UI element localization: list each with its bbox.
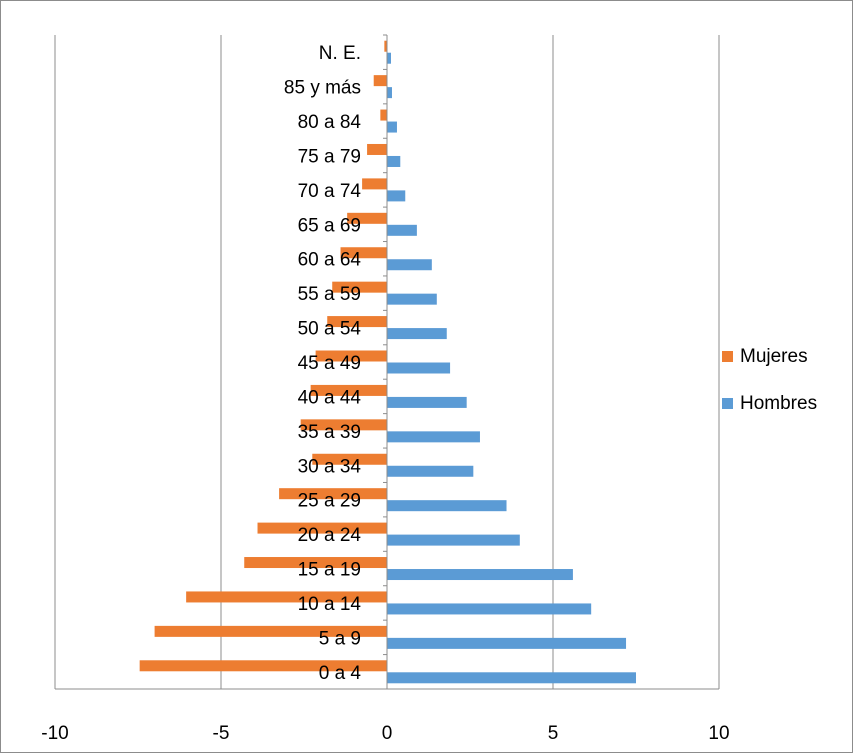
category-label: N. E. xyxy=(319,43,361,64)
category-label: 40 a 44 xyxy=(298,387,362,408)
category-label: 35 a 39 xyxy=(298,422,361,443)
bar-mujeres xyxy=(380,109,387,121)
category-label: 80 a 84 xyxy=(298,112,362,133)
bar-mujeres xyxy=(186,591,387,603)
bar-mujeres xyxy=(367,143,387,155)
legend-swatch xyxy=(722,351,733,362)
bar-hombres xyxy=(387,362,451,374)
bar-mujeres xyxy=(327,316,387,328)
legend-swatch xyxy=(722,398,733,409)
category-label: 70 a 74 xyxy=(298,181,362,202)
category-label: 15 a 19 xyxy=(298,560,361,581)
category-label: 60 a 64 xyxy=(298,250,362,271)
x-tick-label: -10 xyxy=(41,723,68,744)
bar-hombres xyxy=(387,431,480,443)
legend-label: Hombres xyxy=(740,393,817,414)
bar-mujeres xyxy=(154,625,387,637)
x-tick-label: 5 xyxy=(548,723,559,744)
bar-hombres xyxy=(387,328,447,340)
bar-mujeres xyxy=(340,247,387,259)
bar-hombres xyxy=(387,637,627,649)
bar-mujeres xyxy=(362,178,387,190)
bar-mujeres xyxy=(384,40,387,52)
bar-hombres xyxy=(387,534,520,546)
category-label: 30 a 34 xyxy=(298,456,362,477)
bar-hombres xyxy=(387,190,406,202)
bar-hombres xyxy=(387,259,432,271)
bar-mujeres xyxy=(373,75,387,87)
category-label: 75 a 79 xyxy=(298,146,361,167)
bar-hombres xyxy=(387,672,636,684)
category-label: 65 a 69 xyxy=(298,215,361,236)
bar-mujeres xyxy=(300,419,387,431)
legend-label: Mujeres xyxy=(740,346,808,367)
x-tick-label: -5 xyxy=(213,723,230,744)
bar-mujeres xyxy=(310,384,387,396)
x-tick-label: 0 xyxy=(382,723,393,744)
bar-hombres xyxy=(387,396,467,408)
bar-hombres xyxy=(387,603,592,615)
bar-hombres xyxy=(387,500,507,512)
bar-hombres xyxy=(387,293,437,305)
bar-mujeres xyxy=(257,522,387,534)
bar-hombres xyxy=(387,52,391,64)
category-label: 20 a 24 xyxy=(298,525,362,546)
category-label: 25 a 29 xyxy=(298,491,361,512)
bar-mujeres xyxy=(139,660,387,672)
bar-hombres xyxy=(387,121,397,133)
category-label: 50 a 54 xyxy=(298,319,362,340)
bar-mujeres xyxy=(332,281,387,293)
bar-hombres xyxy=(387,155,401,167)
category-label: 55 a 59 xyxy=(298,284,361,305)
bar-hombres xyxy=(387,87,392,99)
category-label: 85 y más xyxy=(284,78,361,99)
bar-hombres xyxy=(387,569,573,581)
bar-mujeres xyxy=(315,350,387,362)
bar-mujeres xyxy=(279,488,387,500)
category-label: 45 a 49 xyxy=(298,353,361,374)
bar-mujeres xyxy=(347,212,387,224)
bar-hombres xyxy=(387,465,474,477)
x-tick-label: 10 xyxy=(708,723,729,744)
bar-mujeres xyxy=(244,557,387,569)
bar-mujeres xyxy=(312,453,387,465)
category-label: 5 a 9 xyxy=(319,628,361,649)
bar-hombres xyxy=(387,224,417,236)
category-label: 0 a 4 xyxy=(319,663,362,684)
category-label: 10 a 14 xyxy=(298,594,362,615)
